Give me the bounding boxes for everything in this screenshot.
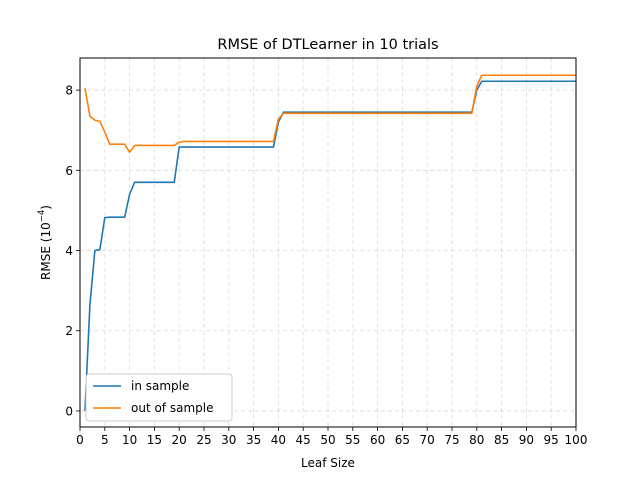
x-tick-label: 10 bbox=[122, 433, 137, 447]
x-tick-label: 65 bbox=[395, 433, 410, 447]
x-tick-label: 80 bbox=[469, 433, 484, 447]
x-tick-label: 45 bbox=[296, 433, 311, 447]
y-axis-label-end: ) bbox=[39, 205, 53, 210]
x-tick-label: 40 bbox=[271, 433, 286, 447]
y-axis-label-exponent: −4 bbox=[37, 210, 47, 223]
x-tick-label: 75 bbox=[444, 433, 459, 447]
x-tick-label: 35 bbox=[246, 433, 261, 447]
x-tick-label: 85 bbox=[494, 433, 509, 447]
series-line-out-of-sample bbox=[84, 74, 576, 154]
legend-box bbox=[85, 373, 233, 422]
x-tick-label: 100 bbox=[565, 433, 588, 447]
y-axis-label-main: RMSE (10 bbox=[39, 222, 53, 280]
x-tick-label: 60 bbox=[370, 433, 385, 447]
x-tick-label: 0 bbox=[76, 433, 84, 447]
x-tick-label: 70 bbox=[420, 433, 435, 447]
x-tick-label: 55 bbox=[345, 433, 360, 447]
x-axis-label: Leaf Size bbox=[301, 456, 355, 470]
y-axis-label: RMSE (10−4) bbox=[37, 205, 53, 280]
y-axis-ticks: 0 2 4 6 8 bbox=[65, 84, 80, 418]
y-tick-label: 2 bbox=[65, 324, 73, 338]
x-tick-label: 95 bbox=[544, 433, 559, 447]
x-tick-label: 15 bbox=[147, 433, 162, 447]
x-tick-label: 30 bbox=[221, 433, 236, 447]
x-tick-label: 90 bbox=[519, 433, 534, 447]
y-tick-label: 4 bbox=[65, 244, 73, 258]
y-tick-label: 8 bbox=[65, 84, 73, 98]
series-line-in-sample bbox=[84, 80, 576, 411]
y-tick-label: 0 bbox=[65, 404, 73, 418]
x-tick-label: 50 bbox=[320, 433, 335, 447]
x-tick-label: 5 bbox=[101, 433, 109, 447]
legend-label-in-sample: in sample bbox=[131, 379, 189, 393]
series-group bbox=[84, 74, 576, 411]
x-tick-label: 20 bbox=[172, 433, 187, 447]
x-axis-ticks: 0 5 10 15 20 25 30 35 40 45 50 55 60 65 70 75 80 85 90 95 10… bbox=[76, 427, 587, 447]
legend: in sample out of sample bbox=[85, 373, 233, 422]
x-tick-label: 25 bbox=[196, 433, 211, 447]
y-tick-label: 6 bbox=[65, 164, 73, 178]
legend-label-out-of-sample: out of sample bbox=[131, 401, 213, 415]
chart-title: RMSE of DTLearner in 10 trials bbox=[217, 37, 438, 53]
